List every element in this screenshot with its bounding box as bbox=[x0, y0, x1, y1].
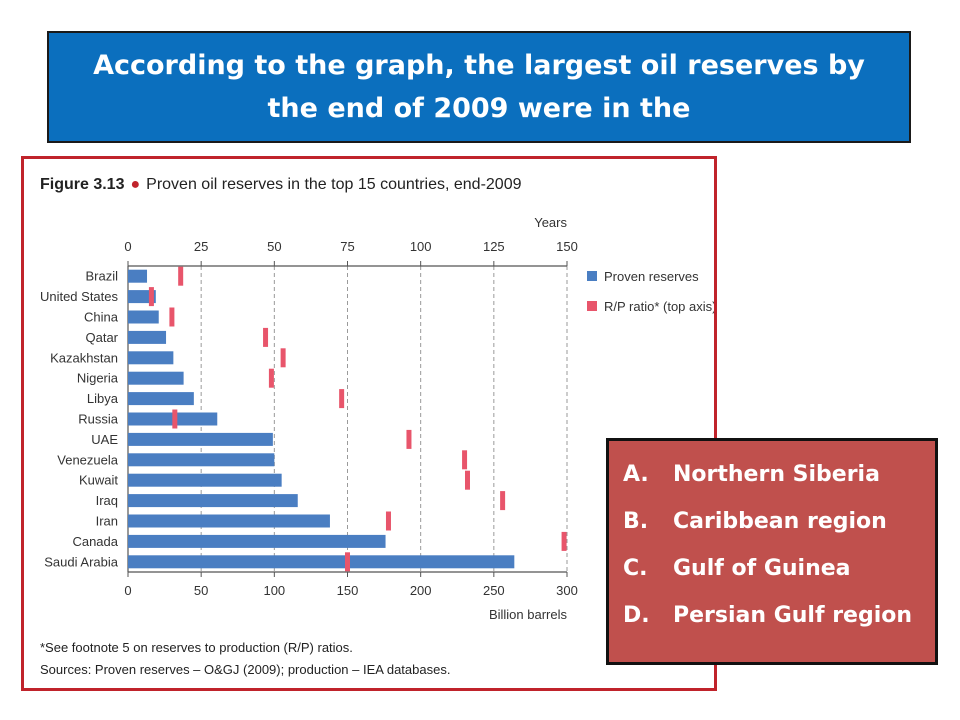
reserve-bar bbox=[128, 269, 148, 283]
top-tick-label: 75 bbox=[340, 239, 354, 254]
category-label: Qatar bbox=[85, 330, 118, 345]
rp-marker bbox=[178, 266, 184, 286]
category-label: Kuwait bbox=[79, 473, 118, 488]
category-label: UAE bbox=[91, 432, 118, 447]
bottom-tick-label: 150 bbox=[337, 583, 359, 598]
category-label: Kazakhstan bbox=[50, 350, 118, 365]
rp-marker bbox=[263, 327, 269, 347]
bottom-tick-label: 300 bbox=[556, 583, 578, 598]
answer-text: Northern Siberia bbox=[673, 462, 880, 487]
category-label: Canada bbox=[72, 534, 118, 549]
top-tick-label: 100 bbox=[410, 239, 432, 254]
oil-reserves-chart: 0 25 50 75 100 125 150 Years 0 50 100 150 200 250 300 B… bbox=[40, 215, 714, 622]
answer-list: A. Northern Siberia B. Caribbean region C.… bbox=[623, 451, 935, 639]
category-label: Nigeria bbox=[77, 371, 119, 386]
reserve-bar bbox=[128, 473, 282, 487]
rp-marker bbox=[561, 531, 567, 551]
top-tick-label: 0 bbox=[124, 239, 131, 254]
top-tick-label: 125 bbox=[483, 239, 505, 254]
legend-label-rp: R/P ratio* (top axis) bbox=[604, 299, 714, 314]
rp-marker bbox=[406, 429, 412, 449]
bottom-tick-label: 250 bbox=[483, 583, 505, 598]
rp-marker bbox=[169, 307, 175, 327]
legend-swatch-rp bbox=[587, 301, 597, 311]
rp-marker bbox=[462, 450, 468, 470]
reserve-bar bbox=[128, 555, 515, 569]
answer-letter: B. bbox=[623, 509, 649, 534]
rp-marker bbox=[280, 348, 286, 368]
reserve-bar bbox=[128, 534, 386, 548]
answer-letter: A. bbox=[623, 462, 649, 487]
top-tick-label: 25 bbox=[194, 239, 208, 254]
category-label: China bbox=[84, 310, 119, 325]
reserve-bar bbox=[128, 494, 298, 508]
reserve-bar bbox=[128, 290, 156, 304]
legend-swatch-reserves bbox=[587, 271, 597, 281]
rp-marker bbox=[268, 368, 274, 388]
reserve-bar bbox=[128, 371, 184, 385]
bottom-axis-label: Billion barrels bbox=[489, 607, 568, 622]
category-label: Brazil bbox=[85, 269, 118, 284]
question-text: According to the graph, the largest oil … bbox=[93, 50, 865, 124]
rp-marker bbox=[339, 389, 345, 409]
bottom-tick-label: 200 bbox=[410, 583, 432, 598]
answer-letter: D. bbox=[623, 603, 650, 628]
answer-option-c[interactable]: C. Gulf of Guinea bbox=[623, 545, 935, 592]
figure-number: Figure 3.13 bbox=[40, 176, 125, 193]
answer-letter: C. bbox=[623, 556, 648, 581]
reserve-bar bbox=[128, 453, 275, 467]
question-banner: According to the graph, the largest oil … bbox=[47, 31, 911, 143]
rp-marker bbox=[172, 409, 178, 429]
figure-frame: Figure 3.13 ● Proven oil reserves in the t… bbox=[21, 156, 717, 691]
bottom-tick-label: 50 bbox=[194, 583, 208, 598]
sources-note: Sources: Proven reserves – O&GJ (2009); … bbox=[40, 662, 451, 677]
title-bullet-icon: ● bbox=[130, 176, 141, 193]
reserve-bar bbox=[128, 432, 273, 446]
answer-option-b[interactable]: B. Caribbean region bbox=[623, 498, 935, 545]
category-label: Russia bbox=[78, 412, 119, 427]
category-label: Iran bbox=[96, 514, 118, 529]
answer-text: Persian Gulf region bbox=[673, 603, 913, 628]
reserve-bar bbox=[128, 310, 159, 324]
figure-title-text: Proven oil reserves in the top 15 countr… bbox=[146, 176, 522, 193]
rp-marker bbox=[464, 470, 470, 490]
top-axis-label: Years bbox=[534, 215, 567, 230]
bottom-tick-label: 0 bbox=[124, 583, 131, 598]
top-tick-label: 50 bbox=[267, 239, 281, 254]
reserve-bar bbox=[128, 330, 167, 344]
rp-marker bbox=[148, 287, 154, 307]
reserve-bar bbox=[128, 351, 174, 365]
answer-text: Gulf of Guinea bbox=[673, 556, 851, 581]
rp-marker bbox=[345, 552, 350, 572]
bottom-tick-label: 100 bbox=[263, 583, 285, 598]
category-label: Libya bbox=[87, 391, 119, 406]
reserve-bar bbox=[128, 514, 330, 528]
top-tick-label: 150 bbox=[556, 239, 578, 254]
answer-option-a[interactable]: A. Northern Siberia bbox=[623, 451, 935, 498]
footnote: *See footnote 5 on reserves to productio… bbox=[40, 640, 353, 655]
category-label: United States bbox=[40, 289, 119, 304]
answer-option-d[interactable]: D. Persian Gulf region bbox=[623, 592, 935, 639]
category-label: Iraq bbox=[96, 493, 118, 508]
category-label: Saudi Arabia bbox=[44, 554, 118, 569]
answer-box: A. Northern Siberia B. Caribbean region C.… bbox=[606, 438, 938, 665]
category-label: Venezuela bbox=[57, 452, 118, 467]
legend-label-reserves: Proven reserves bbox=[604, 269, 699, 284]
figure-title: Figure 3.13 ● Proven oil reserves in the t… bbox=[40, 176, 522, 194]
rp-marker bbox=[385, 511, 391, 531]
reserve-bar bbox=[128, 392, 194, 406]
rp-marker bbox=[500, 491, 506, 511]
answer-text: Caribbean region bbox=[673, 509, 887, 534]
